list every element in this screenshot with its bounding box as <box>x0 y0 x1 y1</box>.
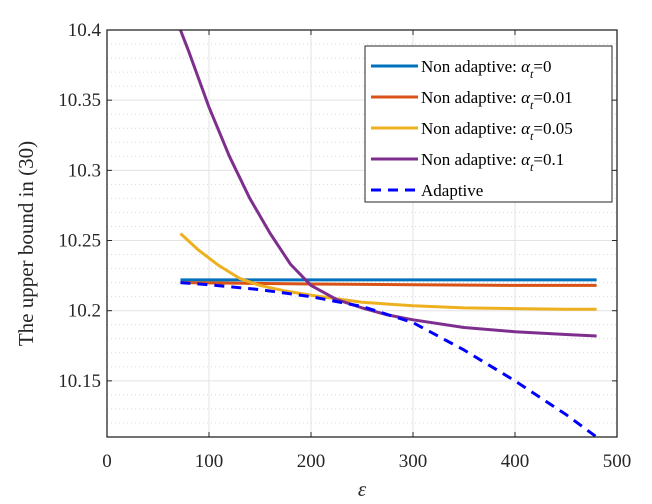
series-line-4 <box>180 281 598 439</box>
x-tick-label: 400 <box>501 451 530 472</box>
x-axis-label: ε <box>358 477 367 501</box>
x-tick-label: 500 <box>603 451 632 472</box>
x-tick-label: 300 <box>399 451 428 472</box>
x-tick-label: 0 <box>102 451 112 472</box>
legend-label-3: Non adaptive: αt=0.1 <box>421 150 564 174</box>
y-tick-label: 10.3 <box>68 160 101 181</box>
series-line-1 <box>180 281 597 287</box>
y-tick-label: 10.25 <box>58 231 101 252</box>
y-tick-label: 10.4 <box>68 20 102 41</box>
series-line-3 <box>179 29 597 338</box>
x-tick-label: 200 <box>297 451 326 472</box>
legend-label-2: Non adaptive: αt=0.05 <box>421 119 573 143</box>
legend-label-4: Adaptive <box>421 181 483 200</box>
y-tick-label: 10.35 <box>58 90 101 111</box>
legend-label-0: Non adaptive: αt=0 <box>421 57 551 81</box>
axes-box <box>106 29 618 438</box>
series-line-2 <box>179 232 597 311</box>
legend-box <box>364 45 613 203</box>
legend-label-1: Non adaptive: αt=0.01 <box>421 88 573 112</box>
y-tick-label: 10.2 <box>68 301 101 322</box>
y-axis-label: The upper bound in (30) <box>14 141 38 346</box>
x-tick-label: 100 <box>195 451 224 472</box>
legend: Non adaptive: αt=0 Non adaptive: αt=0.01 N… <box>364 45 613 203</box>
y-tick-label: 10.15 <box>58 371 101 392</box>
